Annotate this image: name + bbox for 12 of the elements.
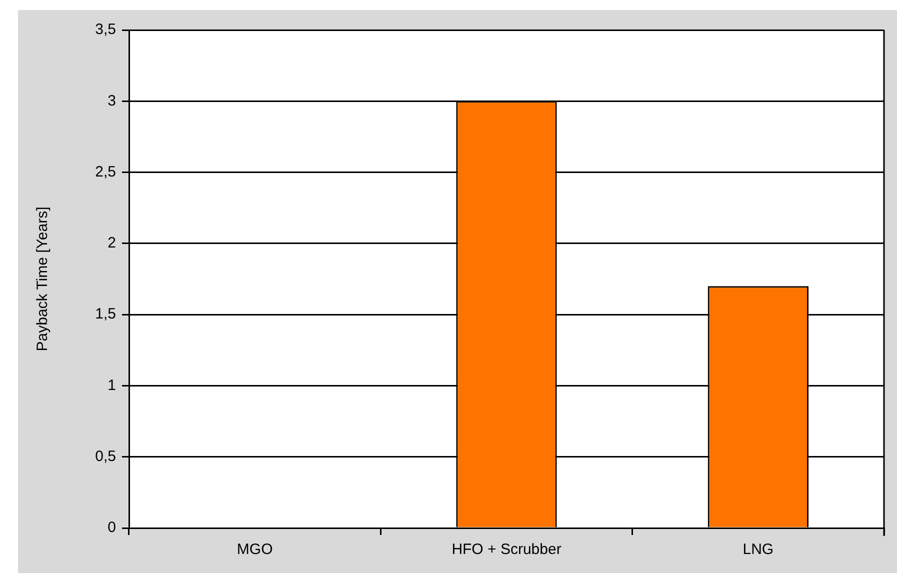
y-tick-label: 1,5: [95, 306, 116, 323]
y-tick-label: 2,5: [95, 163, 116, 180]
x-tick-label: HFO + Scrubber: [452, 541, 562, 558]
x-tick-label: LNG: [742, 541, 774, 558]
y-tick-label: 0,5: [95, 448, 116, 465]
y-tick-label: 3,5: [95, 21, 116, 38]
x-tick-label: MGO: [236, 541, 273, 558]
y-tick-label: 3: [108, 92, 116, 110]
y-axis-title: Payback Time [Years]: [34, 206, 52, 352]
y-tick-label: 0: [108, 519, 116, 536]
y-tick-label: 1: [108, 376, 116, 394]
y-tick-label: 2: [108, 234, 116, 252]
